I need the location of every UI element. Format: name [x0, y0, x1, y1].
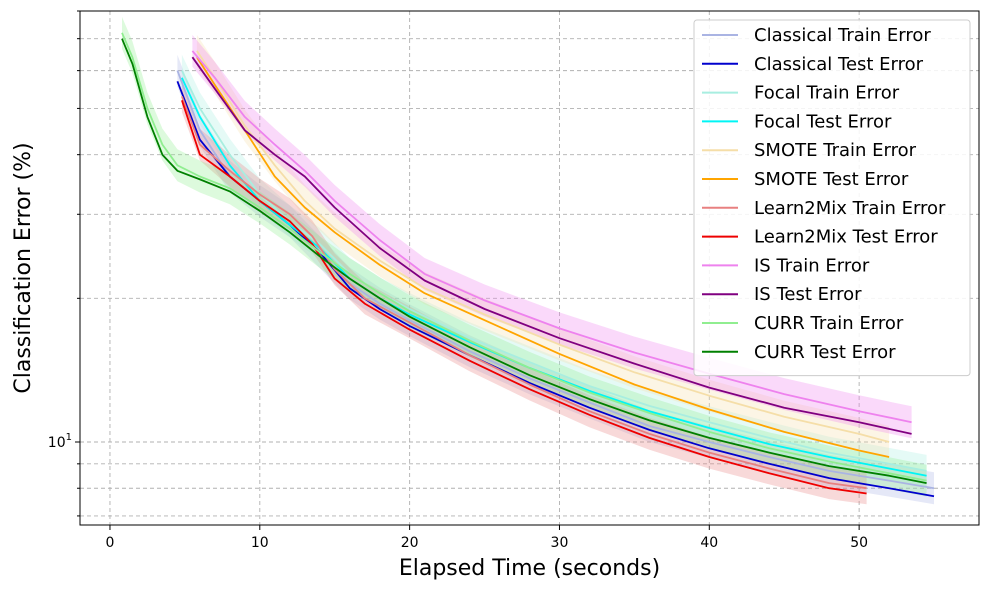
error-bands: [122, 16, 934, 505]
x-tick-label: 50: [850, 535, 868, 551]
y-axis-label: Classification Error (%): [11, 142, 36, 393]
legend-entry: Focal Train Error: [754, 83, 900, 104]
curr-test-error-line: [121, 38, 927, 484]
learn2mix-train-error-band: [181, 80, 867, 505]
learn2mix-test-error-line: [181, 100, 867, 495]
series-lines: [121, 32, 935, 498]
curr-train-error-line: [121, 32, 927, 482]
legend: Classical Train Error Classical Test Erro…: [693, 19, 971, 377]
x-axis-ticks: 0 10 20 30 40 50: [106, 525, 868, 551]
legend-entry: IS Test Error: [754, 284, 862, 305]
x-tick-label: 20: [401, 535, 419, 551]
focal-train-error-line: [181, 70, 927, 472]
legend-entry: Focal Test Error: [754, 111, 892, 132]
x-axis-label: Elapsed Time (seconds): [399, 556, 660, 581]
is-train-error-band: [192, 34, 912, 439]
legend-entry: IS Train Error: [754, 255, 870, 276]
smote-test-error-line: [196, 56, 890, 458]
x-tick-label: 0: [106, 535, 115, 551]
legend-entry: Learn2Mix Train Error: [754, 198, 946, 219]
learn2mix-train-error-line: [181, 95, 867, 490]
focal-test-error-line: [181, 77, 927, 477]
legend-entry: CURR Test Error: [754, 342, 896, 363]
x-tick-label: 30: [551, 535, 569, 551]
legend-entry: SMOTE Train Error: [754, 140, 917, 161]
x-tick-label: 40: [700, 535, 718, 551]
y-axis-ticks: 101: [48, 10, 80, 517]
focal-train-error-band: [181, 54, 927, 487]
legend-entry: Classical Train Error: [754, 25, 931, 46]
x-tick-label: 10: [251, 535, 269, 551]
smote-train-error-band: [196, 34, 890, 458]
legend-entry: CURR Train Error: [754, 313, 904, 334]
y-tick-label: 101: [48, 432, 72, 451]
legend-entry: Learn2Mix Test Error: [754, 227, 938, 248]
legend-entry: SMOTE Test Error: [754, 169, 909, 190]
legend-entry: Classical Test Error: [754, 54, 924, 75]
plot-frame: [79, 10, 980, 526]
is-train-error-line: [191, 50, 912, 424]
legend-box: [693, 19, 971, 377]
is-test-error-line: [191, 56, 912, 435]
